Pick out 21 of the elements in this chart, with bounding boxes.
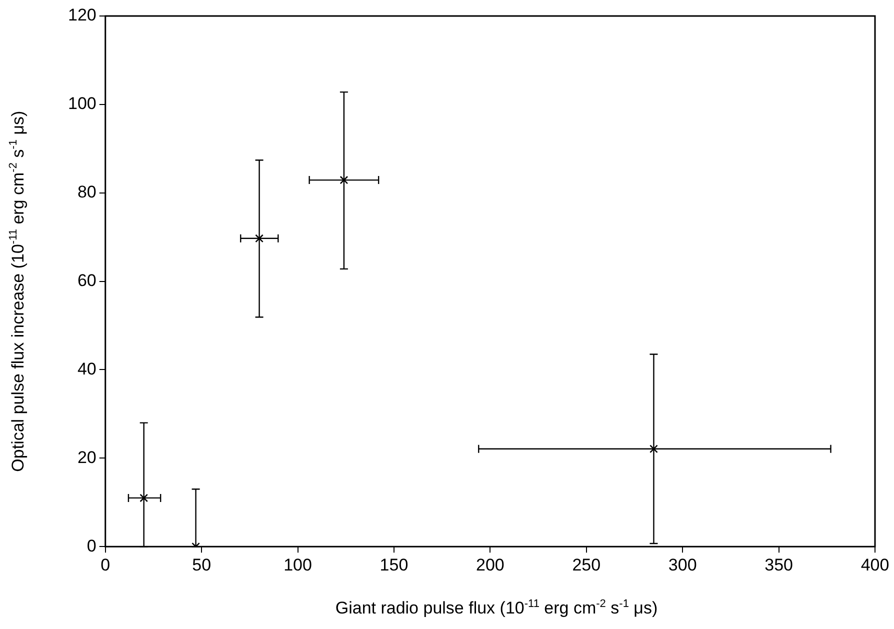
point <box>140 494 148 502</box>
point <box>650 444 658 454</box>
y-tick-label: 120 <box>68 6 96 25</box>
y-tick-label: 100 <box>68 94 96 114</box>
x-axis-title: Giant radio pulse flux (10$^{-11}$ erg cm$^{-2}$ s$^{-1}$ μs) <box>334 597 659 619</box>
x-tick-label: 400 <box>860 555 890 574</box>
x-tick-label: 0 <box>100 555 110 574</box>
y-tick-label: 60 <box>77 270 96 290</box>
y-tick-label: 0 <box>86 536 96 556</box>
x-tick-label: 250 <box>572 555 601 574</box>
x-tick-label: 50 <box>192 555 212 574</box>
x-tick-label: 100 <box>284 555 312 574</box>
y-tick-label: 80 <box>77 182 96 202</box>
x-tick-label: 200 <box>476 555 504 574</box>
y-tick-label: 20 <box>77 448 96 467</box>
y-tick-label: 40 <box>77 359 96 378</box>
x-tick-label: 150 <box>380 555 408 574</box>
x-tick-label: 300 <box>668 555 697 574</box>
x-tick-label: 350 <box>764 555 793 574</box>
point <box>340 176 348 184</box>
point <box>255 234 264 243</box>
